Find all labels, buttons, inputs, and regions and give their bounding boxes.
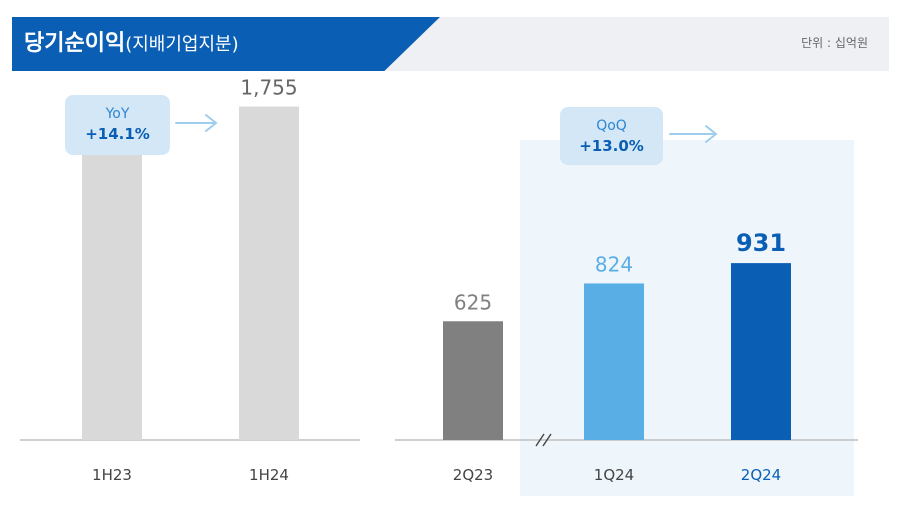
bar-1h23 xyxy=(82,147,142,440)
axis-break-mark-0 xyxy=(535,433,545,447)
value-label-2q24: 931 xyxy=(736,229,786,257)
category-label-1h24: 1H24 xyxy=(249,466,289,484)
value-label-1h24: 1,755 xyxy=(240,76,297,100)
change-value-label: +13.0% xyxy=(579,137,644,155)
axis-break-mark-1 xyxy=(542,433,552,447)
change-value-label: +14.1% xyxy=(85,125,150,143)
title-sub: (지배기업지분) xyxy=(125,34,239,55)
category-label-1h23: 1H23 xyxy=(92,466,132,484)
title-tab xyxy=(12,17,440,71)
change-type-label: QoQ xyxy=(596,118,627,134)
arrow-right-icon xyxy=(669,125,718,143)
arrow-right-icon xyxy=(175,114,218,132)
bar-2q24 xyxy=(731,263,791,440)
change-callout xyxy=(65,95,170,155)
change-type-label: YoY xyxy=(105,106,130,122)
highlight-background xyxy=(520,140,854,496)
category-label-2q24: 2Q24 xyxy=(741,466,781,484)
category-label-1q24: 1Q24 xyxy=(594,466,634,484)
bar-2q23 xyxy=(443,321,503,440)
value-label-1q24: 824 xyxy=(595,252,633,276)
unit-label: 단위 : 십억원 xyxy=(801,36,868,50)
category-label-2q23: 2Q23 xyxy=(453,466,493,484)
bar-1h24 xyxy=(239,106,299,441)
title-main: 당기순이익 xyxy=(24,31,126,56)
page-title: 당기순이익(지배기업지분) xyxy=(24,26,239,62)
bar-1q24 xyxy=(584,283,644,440)
value-label-2q23: 625 xyxy=(454,290,492,314)
change-callout xyxy=(560,107,663,165)
quarterly-chart: 625 2Q23 824 1Q24 931 2Q24 QoQ +13.0% xyxy=(395,107,858,484)
